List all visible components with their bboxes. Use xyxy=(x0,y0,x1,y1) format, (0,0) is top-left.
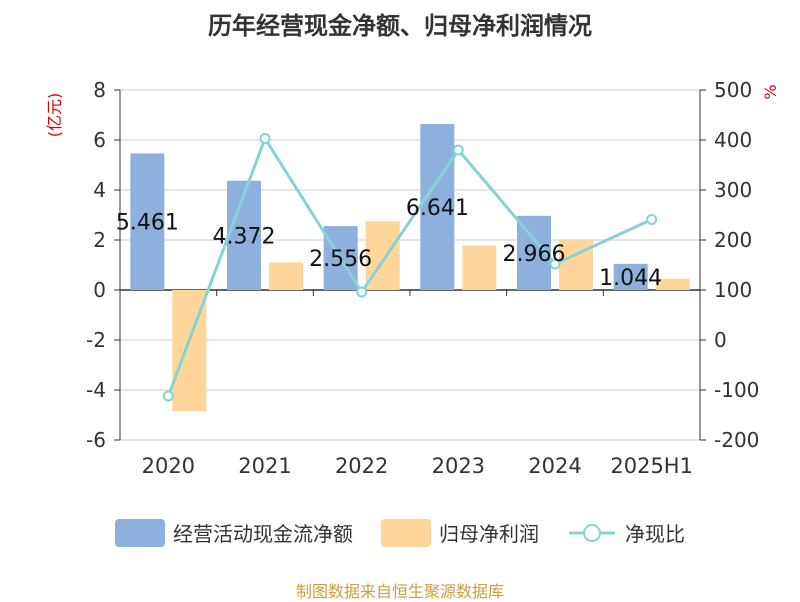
ratio-point-2022 xyxy=(356,286,368,298)
left-tick-label: 8 xyxy=(93,78,106,102)
chart-svg: -6 -4 -2 0 2 4 6 8 -200 -100 0 100 200 300 400 500 (亿元)%… xyxy=(45,78,780,478)
legend-label-cash-flow: 经营活动现金流净额 xyxy=(173,522,353,546)
legend-swatch-cash-flow xyxy=(115,518,165,547)
x-tick-label: 2022 xyxy=(335,454,388,478)
left-tick-label: 2 xyxy=(93,228,106,252)
legend-swatch-net-profit xyxy=(381,518,431,547)
data-label-cash-flow: 6.641 xyxy=(406,196,469,221)
bar-cash-flow-2023 xyxy=(420,123,455,290)
x-tick-label: 2025H1 xyxy=(610,454,693,478)
data-label-cash-flow: 5.461 xyxy=(116,211,179,236)
right-tick-label: 200 xyxy=(714,228,752,252)
x-tick-label: 2023 xyxy=(432,454,485,478)
ratio-point-2025H1 xyxy=(646,214,658,225)
left-tick-label: 6 xyxy=(93,128,106,152)
legend: 经营活动现金流净额 归母净利润 净现比 xyxy=(0,518,800,547)
legend-item-cash-flow[interactable]: 经营活动现金流净额 xyxy=(115,518,353,547)
ratio-point-2023 xyxy=(452,144,464,156)
right-tick-label: -200 xyxy=(714,428,759,452)
legend-item-ratio[interactable]: 净现比 xyxy=(567,518,685,547)
chart-title: 历年经营现金净额、归母净利润情况 xyxy=(208,12,592,40)
left-tick-label: 0 xyxy=(93,278,106,302)
right-tick-label: 100 xyxy=(714,278,752,302)
right-tick-label: 500 xyxy=(714,78,752,102)
left-tick-label: -6 xyxy=(86,428,106,452)
x-tick-label: 2020 xyxy=(142,454,195,478)
ratio-point-2020 xyxy=(162,390,174,402)
data-label-cash-flow: 1.044 xyxy=(599,266,662,291)
data-label-cash-flow: 2.966 xyxy=(503,242,566,267)
right-axis-unit: % xyxy=(761,84,780,99)
bar-net-profit-2025H1 xyxy=(655,278,690,290)
legend-label-net-profit: 归母净利润 xyxy=(439,522,539,546)
bar-net-profit-2021 xyxy=(269,262,303,290)
bar-cash-flow-2025H1 xyxy=(613,263,648,290)
right-tick-label: -100 xyxy=(714,378,759,402)
left-tick-label: 4 xyxy=(93,178,106,202)
data-label-cash-flow: 2.556 xyxy=(309,247,372,272)
bar-net-profit-2023 xyxy=(462,245,497,290)
x-tick-label: 2021 xyxy=(238,454,291,478)
source-note: 制图数据来自恒生聚源数据库 xyxy=(295,582,504,601)
legend-item-net-profit[interactable]: 归母净利润 xyxy=(381,518,539,547)
right-tick-label: 300 xyxy=(714,178,752,202)
ratio-point-2021 xyxy=(259,133,271,144)
ratio-point-2024 xyxy=(549,258,561,270)
right-tick-label: 400 xyxy=(714,128,752,152)
ratio-line xyxy=(166,135,653,397)
bar-cash-flow-2021 xyxy=(227,180,261,290)
left-tick-label: -4 xyxy=(86,378,106,402)
bar-cash-flow-2020 xyxy=(130,153,165,290)
legend-label-ratio: 净现比 xyxy=(625,522,685,546)
left-tick-label: -2 xyxy=(86,328,106,352)
right-tick-label: 0 xyxy=(714,328,727,352)
legend-swatch-ratio xyxy=(569,523,615,542)
x-tick-label: 2024 xyxy=(528,454,581,478)
left-axis-unit: (亿元) xyxy=(45,93,64,138)
data-label-cash-flow: 4.372 xyxy=(213,224,276,249)
